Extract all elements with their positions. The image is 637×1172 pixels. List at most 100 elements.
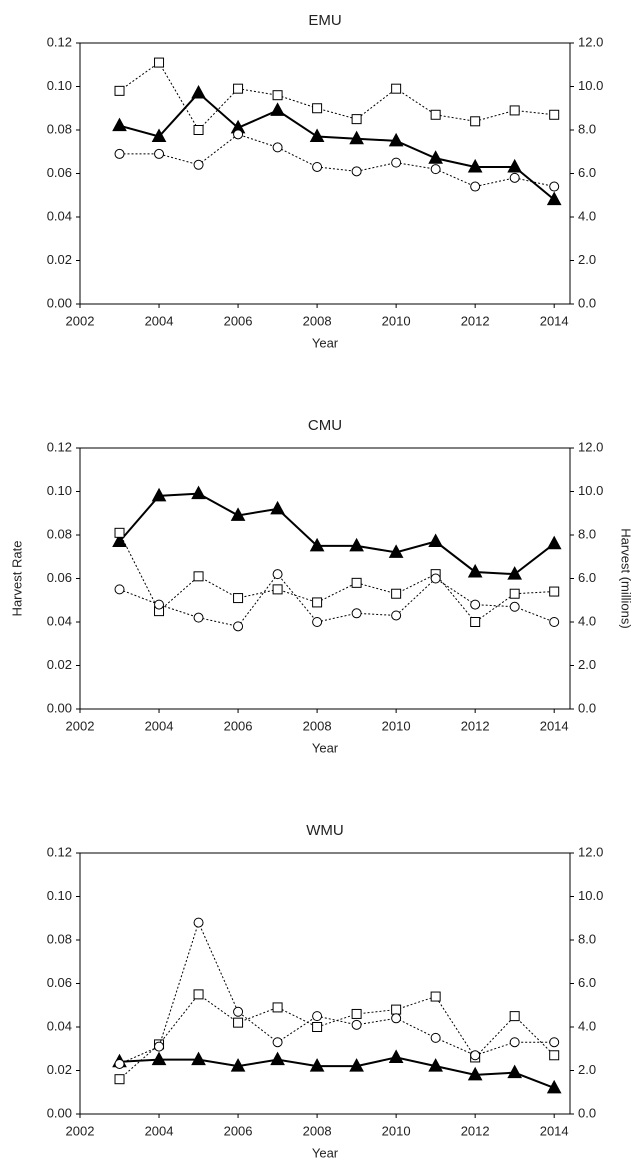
y-tick-label: 0.08 <box>47 121 72 136</box>
y-tick-label: 0.08 <box>47 931 72 946</box>
circle-marker <box>154 599 165 610</box>
circle-marker <box>549 181 560 192</box>
circle-marker <box>114 584 125 595</box>
triangle-marker <box>270 1051 285 1066</box>
square-marker <box>351 577 362 588</box>
triangle-marker <box>507 158 523 173</box>
square-marker <box>509 588 520 599</box>
circle-marker <box>509 172 520 183</box>
y2-tick-label: 4.0 <box>578 613 596 628</box>
square-marker <box>233 1017 244 1028</box>
circle-marker <box>470 599 481 610</box>
circle-marker <box>549 1037 560 1048</box>
y2-tick-label: 10.0 <box>578 78 603 93</box>
circle-marker <box>233 129 244 140</box>
square-marker <box>154 57 165 68</box>
x-axis-label: Year <box>312 740 339 755</box>
y-tick-label: 0.04 <box>47 208 72 223</box>
triangle-marker <box>428 150 443 164</box>
circle-marker <box>351 608 362 619</box>
y-tick-label: 0.06 <box>47 165 72 180</box>
y2-tick-label: 12.0 <box>578 34 603 49</box>
x-tick-label: 2012 <box>461 1123 490 1138</box>
y2-tick-label: 6.0 <box>578 165 596 180</box>
circle-marker <box>470 1050 481 1061</box>
x-tick-label: 2004 <box>145 1123 174 1138</box>
square-marker <box>114 1074 125 1085</box>
square-marker <box>549 586 560 597</box>
y-tick-label: 0.06 <box>47 975 72 990</box>
triangle-marker <box>309 1058 325 1072</box>
circle-marker <box>509 601 520 612</box>
triangle-marker <box>428 533 443 548</box>
triangle-marker <box>507 566 523 580</box>
square-marker <box>351 114 362 125</box>
triangle-marker <box>309 537 325 552</box>
x-axis-label: Year <box>312 1145 339 1160</box>
triangle-marker <box>467 563 483 578</box>
triangle-marker <box>467 158 483 173</box>
x-tick-label: 2006 <box>224 313 253 328</box>
circle-marker <box>272 142 283 153</box>
triangle-marker <box>388 1049 404 1063</box>
y2-tick-label: 0.0 <box>578 295 596 310</box>
square-marker <box>272 584 283 595</box>
y2-tick-label: 6.0 <box>578 975 596 990</box>
triangle-marker <box>191 84 206 99</box>
triangle-marker <box>349 1058 364 1072</box>
triangle-marker <box>230 1058 246 1072</box>
triangle-marker <box>388 132 404 147</box>
chart-title: WMU <box>306 822 344 839</box>
triangle-marker <box>151 128 167 143</box>
triangle-marker <box>349 537 364 552</box>
y2-tick-label: 10.0 <box>578 483 603 498</box>
circle-marker <box>430 164 441 175</box>
y2-tick-label: 8.0 <box>578 121 596 136</box>
series-line <box>119 1056 555 1089</box>
circle-marker <box>312 161 323 172</box>
circle-marker <box>312 1011 323 1022</box>
y-tick-label: 0.08 <box>47 526 72 541</box>
circle-marker <box>430 573 441 584</box>
circle-marker <box>193 159 204 170</box>
y2-tick-label: 12.0 <box>578 844 603 859</box>
y2-tick-label: 10.0 <box>578 888 603 903</box>
x-tick-label: 2002 <box>66 718 95 733</box>
square-marker <box>114 85 125 96</box>
circle-marker <box>391 610 402 621</box>
x-tick-label: 2008 <box>303 718 332 733</box>
circle-marker <box>509 1037 520 1048</box>
triangle-marker <box>388 544 404 558</box>
triangle-marker <box>349 130 364 145</box>
x-tick-label: 2012 <box>461 313 490 328</box>
circle-marker <box>233 1006 244 1017</box>
square-marker <box>430 109 441 120</box>
triangle-marker <box>112 533 127 548</box>
series-line <box>119 573 555 627</box>
circle-marker <box>193 917 204 928</box>
circle-marker <box>272 569 283 580</box>
square-marker <box>391 83 402 94</box>
square-marker <box>549 109 560 120</box>
triangle-marker <box>546 1079 562 1094</box>
square-marker <box>312 103 323 114</box>
x-tick-label: 2006 <box>224 1123 253 1138</box>
plot-frame <box>79 447 571 710</box>
circle-marker <box>154 148 165 159</box>
triangle-marker <box>151 487 167 502</box>
square-marker <box>509 105 520 116</box>
series-line <box>119 532 555 623</box>
y2-tick-label: 0.0 <box>578 700 596 715</box>
circle-marker <box>549 617 560 627</box>
triangle-marker <box>191 1051 206 1066</box>
square-marker <box>233 593 244 604</box>
square-marker <box>272 90 283 101</box>
square-marker <box>430 991 441 1002</box>
x-tick-label: 2008 <box>303 313 332 328</box>
x-tick-label: 2012 <box>461 718 490 733</box>
circle-marker <box>233 621 244 632</box>
y-tick-label: 0.02 <box>47 1062 72 1077</box>
triangle-marker <box>467 1066 483 1081</box>
y2-tick-label: 12.0 <box>578 439 603 454</box>
y-tick-label: 0.02 <box>47 657 72 672</box>
